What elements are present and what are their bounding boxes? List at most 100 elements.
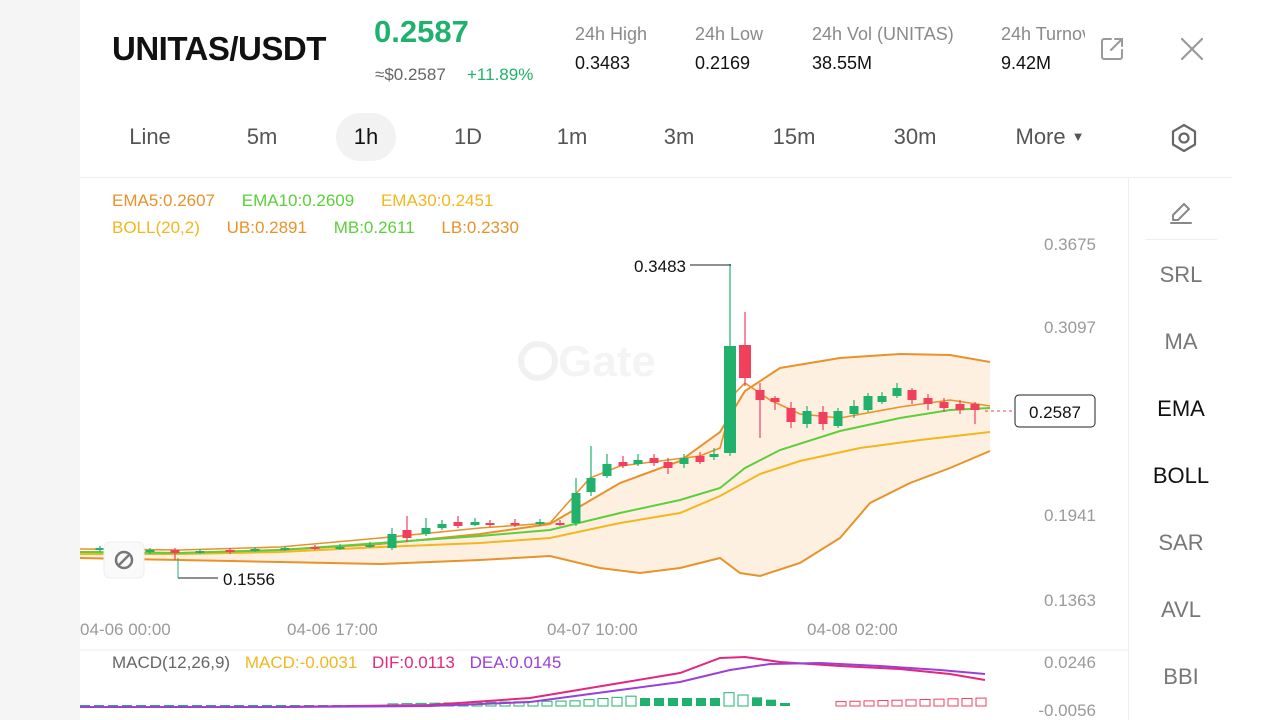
price-tick: 0.3097 [1044, 318, 1096, 337]
indicator-ma[interactable]: MA [1164, 329, 1198, 354]
price-tick: 0.1363 [1044, 591, 1096, 610]
candle-body [892, 388, 902, 396]
macd-histogram [80, 692, 987, 707]
candle-body [818, 412, 828, 424]
macd-bar [164, 705, 174, 706]
macd-bar [975, 697, 987, 707]
indicator-sar[interactable]: SAR [1158, 530, 1204, 555]
macd-bar [682, 698, 692, 706]
macd-bar [891, 699, 903, 707]
candle-body [95, 548, 105, 550]
watermark: Gate [518, 337, 656, 386]
pencil-icon[interactable] [1165, 196, 1197, 228]
tab-line[interactable]: Line [129, 124, 171, 149]
candle-body [770, 398, 780, 402]
macd-bar [178, 705, 188, 706]
candle-body [663, 462, 673, 468]
macd-bar [696, 698, 706, 706]
macd-bar [947, 698, 959, 707]
macd-bar [752, 697, 762, 706]
macd-bar [849, 700, 861, 707]
macd-bar [863, 700, 875, 707]
indicator-toolbar: SRL MA EMA BOLL SAR AVL BBI [1128, 178, 1232, 720]
candle-body [170, 550, 180, 553]
candle-body [833, 411, 843, 426]
tab-1d[interactable]: 1D [453, 124, 483, 149]
stat-label: 24h High [575, 24, 648, 44]
macd-bar [136, 705, 146, 706]
macd-bar [276, 705, 286, 706]
last-price: 0.2587 [374, 14, 469, 49]
boll-mb: MB:0.2611 [333, 218, 415, 237]
macd-bar [94, 705, 104, 706]
left-panel-edge [0, 0, 80, 720]
settings-icon[interactable] [1168, 122, 1200, 154]
macd-bar [541, 700, 553, 707]
share-icon[interactable] [1097, 34, 1127, 64]
indicator-avl[interactable]: AVL [1161, 597, 1201, 622]
macd-bar [919, 699, 931, 707]
ema-legend: EMA5:0.2607 EMA10:0.2609 EMA30:0.2451 [112, 191, 515, 211]
stat-value: 38.55M [812, 53, 873, 73]
time-tick: 04-06 17:00 [287, 620, 378, 639]
indicator-boll[interactable]: BOLL [1152, 463, 1210, 488]
tab-1h[interactable]: 1h [336, 113, 396, 161]
stat-label: 24h Turnover [1001, 24, 1085, 44]
candle-body [907, 390, 917, 400]
macd-bar [877, 700, 889, 707]
macd-bar [766, 699, 776, 706]
dif-value: DIF:0.0113 [372, 653, 455, 672]
macd-bar [150, 705, 160, 706]
boll-params: BOLL(20,2) [112, 218, 200, 237]
tab-1m[interactable]: 1m [556, 124, 588, 149]
boll-lower-line [80, 450, 991, 578]
stat-24h-turnover: 24h Turnover 9.42M [1001, 24, 1085, 74]
stat-value: 0.2169 [695, 53, 751, 73]
macd-bar [569, 700, 581, 707]
macd-bar [835, 701, 847, 707]
candle-body [849, 406, 859, 414]
macd-bar [933, 698, 945, 707]
candlestick-chart[interactable]: EMA5:0.2607 EMA10:0.2609 EMA30:0.2451 BO… [80, 178, 1128, 720]
price-tick: 0.3675 [1044, 235, 1096, 254]
candle-body [679, 458, 689, 464]
candle-body [863, 396, 873, 410]
close-icon[interactable] [1177, 34, 1207, 64]
candle-body [485, 523, 495, 525]
macd-bar [625, 695, 637, 707]
stat-24h-low: 24h Low 0.2169 [695, 24, 763, 74]
candle-body [923, 398, 933, 404]
tab-15m[interactable]: 15m [772, 124, 816, 149]
time-tick: 04-06 00:00 [80, 620, 171, 639]
more-dropdown[interactable]: More ▼ [1000, 113, 1100, 161]
divider [1145, 239, 1217, 240]
boll-ub: UB:0.2891 [226, 218, 307, 237]
macd-bar [192, 705, 202, 706]
stat-24h-vol: 24h Vol (UNITAS) 38.55M [812, 24, 954, 74]
macd-bar [611, 696, 623, 707]
indicator-srl[interactable]: SRL [1159, 262, 1203, 287]
macd-bar [122, 705, 132, 706]
caret-down-icon: ▼ [1071, 129, 1085, 144]
macd-bar [248, 705, 258, 706]
candle-body [365, 545, 375, 547]
tab-3m[interactable]: 3m [663, 124, 695, 149]
candle-body [571, 493, 581, 523]
macd-bar [234, 705, 244, 706]
tab-5m[interactable]: 5m [246, 124, 278, 149]
indicator-ema[interactable]: EMA [1157, 396, 1205, 421]
tab-30m[interactable]: 30m [893, 124, 937, 149]
price-tick: 0.1941 [1044, 506, 1096, 525]
indicator-bbi[interactable]: BBI [1163, 664, 1199, 689]
macd-bar [737, 694, 749, 707]
candle-body [470, 522, 480, 525]
candle-body [437, 524, 447, 528]
macd-bar [290, 705, 300, 706]
candle-body [310, 547, 320, 549]
macd-tick: 0.0246 [1044, 653, 1096, 672]
candle-body [939, 402, 949, 408]
drawing-toggle-button[interactable] [103, 541, 145, 579]
last-price-tag: 0.2587 [1029, 403, 1081, 422]
candle-body [387, 534, 397, 548]
chart-canvas: Gate 0.3675 0.3097 0.1941 0.1363 04-06 0… [80, 235, 1128, 720]
